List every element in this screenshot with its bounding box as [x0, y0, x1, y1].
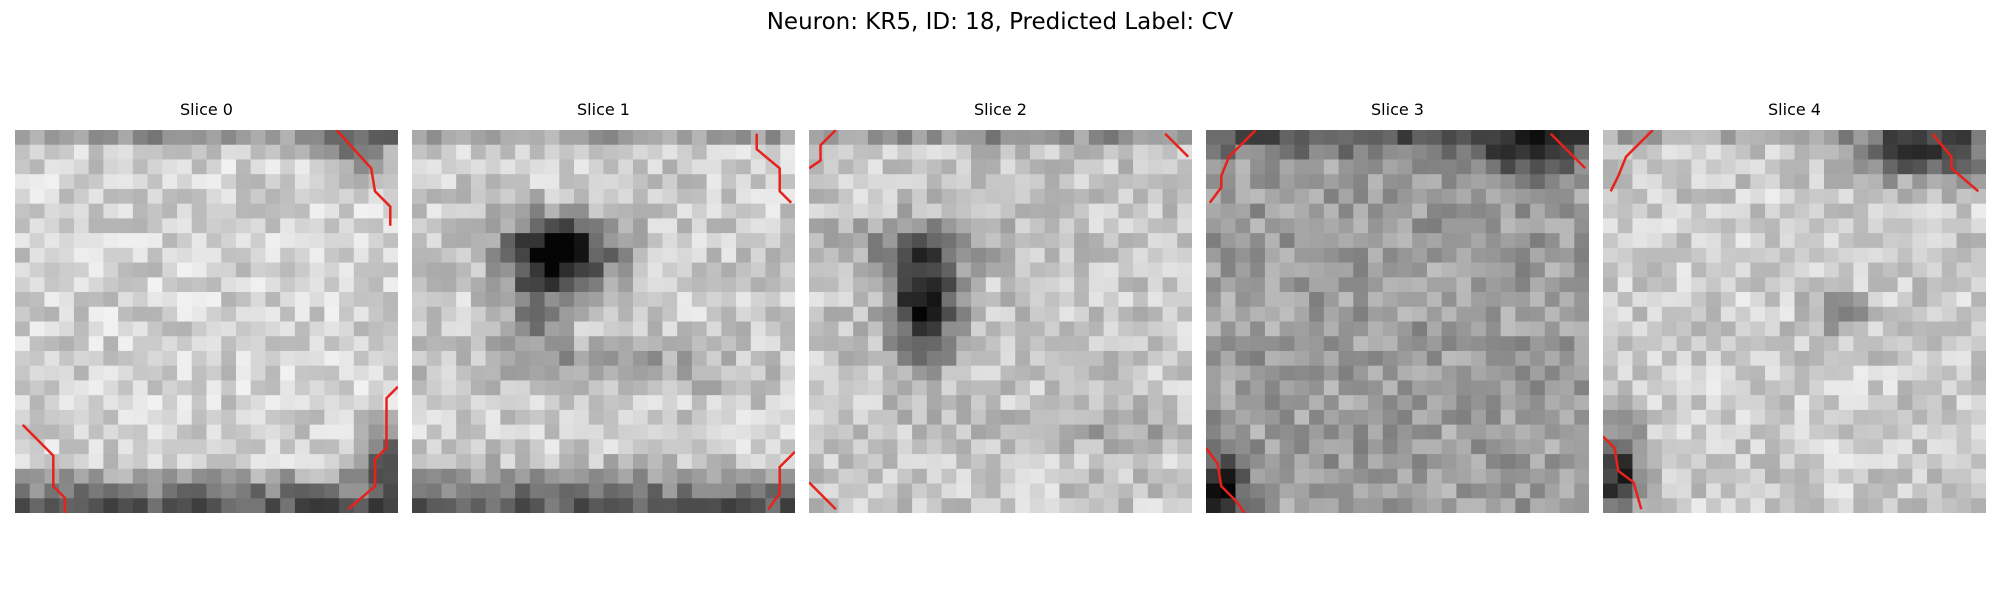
contour-line: [767, 450, 795, 510]
slice-image-2: [809, 130, 1192, 513]
slice-panel-0: Slice 0: [15, 100, 398, 513]
contour-line: [1931, 133, 1980, 193]
pixel-grid: [412, 130, 795, 513]
contour-line: [1549, 132, 1587, 170]
contour-line: [809, 130, 837, 170]
slice-panel-3: Slice 3: [1206, 100, 1589, 513]
slice-image-4: [1603, 130, 1986, 513]
contour-line: [1208, 130, 1257, 204]
contour-line: [755, 133, 793, 204]
pixel-grid: [15, 130, 398, 513]
slice-panel-1: Slice 1: [412, 100, 795, 513]
slice-title: Slice 2: [974, 100, 1027, 119]
figure-title: Neuron: KR5, ID: 18, Predicted Label: CV: [766, 9, 1234, 35]
slice-title: Slice 4: [1768, 100, 1821, 119]
contour-line: [1609, 130, 1654, 192]
slice-title: Slice 1: [577, 100, 630, 119]
slice-title: Slice 3: [1371, 100, 1424, 119]
contour-line: [335, 130, 392, 226]
slice-image-0: [15, 130, 398, 513]
slice-title: Slice 0: [180, 100, 233, 119]
contour-line: [21, 424, 67, 513]
contour-line: [1164, 132, 1190, 158]
slice-image-3: [1206, 130, 1589, 513]
slice-panel-2: Slice 2: [809, 100, 1192, 513]
pixel-grid: [1206, 130, 1589, 513]
contour-line: [809, 481, 837, 511]
slice-panel-4: Slice 4: [1603, 100, 1986, 513]
slice-image-1: [412, 130, 795, 513]
contour-line: [347, 385, 398, 511]
contour-line: [1206, 447, 1246, 513]
contour-line: [1603, 435, 1643, 510]
pixel-grid: [1603, 130, 1986, 513]
pixel-grid: [809, 130, 1192, 513]
